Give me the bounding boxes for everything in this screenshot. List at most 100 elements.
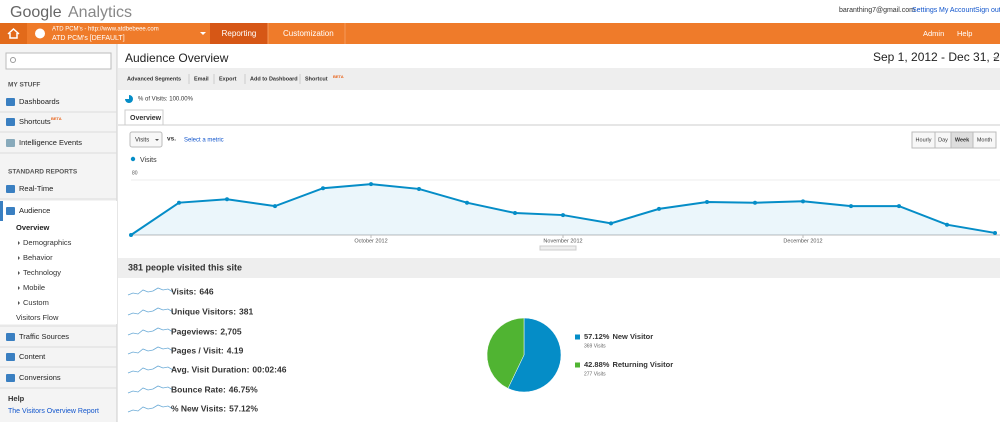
- tab-label[interactable]: Reporting: [222, 29, 257, 38]
- reporting-tab[interactable]: [210, 23, 268, 44]
- metrics-list: Visits: 646 Unique Visitors: 381 Pageviews: 2…: [127, 286, 287, 413]
- pie-legend-label: Returning Visitor: [612, 360, 673, 369]
- sidebar-heading: STANDARD REPORTS: [8, 169, 78, 176]
- sparkline: [127, 327, 174, 336]
- tab-label[interactable]: Customization: [283, 29, 334, 38]
- metric-label: % New Visits:: [171, 403, 226, 413]
- toolbar: [118, 68, 1000, 90]
- select-metric-link[interactable]: Select a metric: [184, 138, 224, 144]
- help-heading: Help: [8, 394, 25, 403]
- menu-item[interactable]: Shortcuts: [19, 117, 51, 126]
- segment-icon: [125, 95, 133, 103]
- submenu-item[interactable]: Mobile: [23, 283, 45, 292]
- home-button[interactable]: [0, 23, 27, 44]
- submenu-item[interactable]: Demographics: [23, 238, 72, 247]
- submenu-item[interactable]: Visitors Flow: [16, 313, 59, 322]
- overview-tab[interactable]: [124, 109, 164, 126]
- menu-item[interactable]: Audience: [19, 206, 50, 215]
- menu-icon: [6, 139, 15, 147]
- point: [705, 200, 709, 204]
- menu-item[interactable]: Intelligence Events: [19, 138, 82, 147]
- submenu-item[interactable]: Technology: [23, 268, 61, 277]
- audience-marker: [0, 201, 3, 221]
- metric-label: Bounce Rate:: [171, 384, 226, 394]
- logo-google: Google: [10, 4, 62, 21]
- toolbar-item[interactable]: Export: [219, 76, 237, 82]
- admin-link[interactable]: Admin: [923, 29, 944, 38]
- date-range[interactable]: Sep 1, 2012 - Dec 31, 2012: [873, 50, 1000, 64]
- menu-item[interactable]: Content: [19, 352, 46, 361]
- point: [465, 200, 469, 205]
- sparkline: [127, 346, 174, 355]
- header-link[interactable]: Sign out: [975, 7, 1000, 14]
- metric-value: 57.12%: [229, 403, 258, 413]
- metric-value: 381: [239, 306, 253, 316]
- toolbar-item[interactable]: Email: [194, 76, 209, 82]
- granularity-label[interactable]: Month: [977, 137, 992, 143]
- user-email: baranthing7@gmail.com: [839, 7, 915, 14]
- x-tick-label: October 2012: [354, 238, 387, 244]
- point: [273, 204, 277, 209]
- sparkline: [127, 287, 174, 296]
- menu-item[interactable]: Conversions: [19, 373, 61, 382]
- toolbar-item[interactable]: Shortcut: [305, 76, 328, 82]
- account-line1: ATD PCM's - http://www.atdbebeee.com: [52, 27, 159, 33]
- toolbar-item[interactable]: Advanced Segments: [127, 76, 181, 82]
- help-link[interactable]: Help: [957, 29, 972, 38]
- menu-icon: [6, 118, 15, 126]
- menu-item[interactable]: Traffic Sources: [19, 332, 69, 341]
- area: [131, 184, 995, 235]
- point: [897, 204, 901, 209]
- metric-label: Visits:: [171, 286, 197, 296]
- submenu-arrow: [18, 286, 20, 290]
- metric-value: 4.19: [227, 345, 244, 355]
- point: [225, 197, 229, 202]
- header-link[interactable]: Settings: [912, 7, 938, 14]
- submenu-item[interactable]: Behavior: [23, 253, 53, 262]
- help-link[interactable]: The Visitors Overview Report: [8, 408, 99, 415]
- metric-label: Pages / Visit:: [171, 345, 224, 355]
- point: [561, 213, 565, 218]
- menu-icon: [6, 98, 15, 106]
- granularity-label[interactable]: Hourly: [916, 137, 932, 143]
- menu-item[interactable]: Dashboards: [19, 97, 60, 106]
- x-tick-label: December 2012: [783, 238, 822, 244]
- sidebar-heading: MY STUFF: [8, 82, 40, 89]
- toolbar-item[interactable]: Add to Dashboard: [250, 76, 298, 82]
- submenu-item[interactable]: Custom: [23, 298, 49, 307]
- header-link[interactable]: My Account: [939, 7, 975, 14]
- metric-label: Avg. Visit Duration:: [171, 364, 250, 374]
- menu-icon: [6, 374, 15, 382]
- account-dropdown[interactable]: [200, 32, 206, 35]
- point: [753, 200, 757, 205]
- sparkline: [127, 404, 174, 413]
- granularity-button[interactable]: [972, 131, 997, 149]
- report-title: Audience Overview: [125, 51, 229, 65]
- metric-select[interactable]: [129, 131, 163, 148]
- account-line2: ATD PCM's [DEFAULT]: [52, 35, 125, 42]
- menu-icon: [6, 207, 15, 215]
- granularity-label[interactable]: Week: [955, 137, 970, 143]
- pie-value-label: 42.88%: [584, 360, 610, 369]
- audience-section: [0, 201, 117, 324]
- granularity-buttons: Hourly Day Week Month: [911, 131, 997, 149]
- overview-tab-label[interactable]: Overview: [130, 115, 162, 122]
- menu-icon: [6, 185, 15, 193]
- granularity-label[interactable]: Day: [938, 137, 948, 143]
- menu-icon: [6, 353, 15, 361]
- chart-resize-handle[interactable]: [539, 245, 577, 251]
- menu-item[interactable]: Real-Time: [19, 184, 53, 193]
- segment-label: % of Visits: 100.00%: [138, 97, 194, 103]
- date-dropdown[interactable]: [993, 57, 999, 60]
- metric-select-label[interactable]: Visits: [135, 138, 149, 144]
- metric-label: Pageviews:: [171, 326, 217, 336]
- submenu-item[interactable]: Overview: [16, 223, 50, 232]
- point: [993, 230, 997, 235]
- search-box[interactable]: [5, 52, 112, 70]
- point: [129, 233, 133, 237]
- point: [369, 182, 373, 187]
- legend-swatch: [575, 362, 580, 368]
- point: [321, 186, 325, 191]
